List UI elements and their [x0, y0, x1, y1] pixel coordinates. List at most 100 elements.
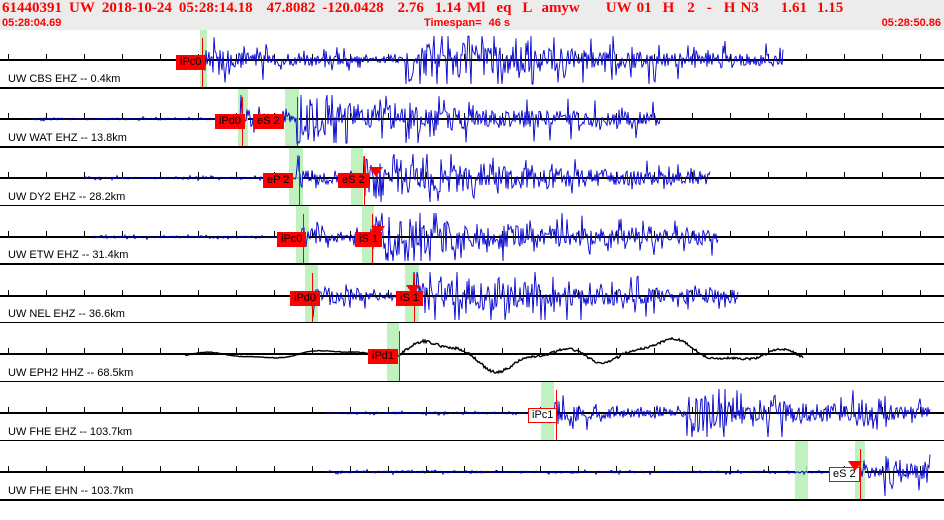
phase-pick-line[interactable] — [299, 156, 300, 205]
waveform — [93, 212, 719, 262]
channel-label: UW DY2 EHZ -- 28.2km — [8, 191, 126, 203]
trace-row[interactable]: iPc1 UW FHE EHZ -- 103.7km — [0, 382, 944, 442]
axis-tick — [236, 290, 237, 297]
axis-tick — [616, 290, 617, 297]
trace-row[interactable]: iPd0 eS 2 UW WAT EHZ -- 13.8km — [0, 89, 944, 148]
axis-tick — [806, 172, 807, 179]
amplitude-marker-triangle[interactable] — [406, 285, 420, 295]
phase-pick-label[interactable]: eS 2 — [253, 114, 284, 129]
timespan-value: 46 s — [488, 17, 511, 29]
phase-pick-label[interactable]: iPc1 — [528, 408, 558, 423]
waveform — [307, 271, 739, 321]
axis-tick — [464, 54, 465, 61]
axis-tick — [388, 113, 389, 120]
axis-tick — [616, 113, 617, 120]
phase-pick-line[interactable] — [399, 331, 400, 381]
header-bar: 61440391 UW 2018-10-24 05:28:14.18 47.80… — [0, 0, 944, 30]
axis-tick — [84, 231, 85, 238]
axis-tick — [426, 231, 427, 238]
amplitude-marker-triangle[interactable] — [371, 226, 385, 236]
axis-tick — [122, 466, 123, 473]
axis-tick — [692, 172, 693, 179]
axis-tick — [540, 54, 541, 61]
axis-tick — [920, 231, 921, 238]
dash-flag: - — [706, 0, 712, 16]
axis-tick — [920, 407, 921, 414]
phase-pick-line[interactable] — [297, 97, 298, 146]
h-flag: H — [662, 0, 675, 16]
phase-pick-label[interactable]: iPd0 — [215, 114, 246, 129]
axis-tick — [46, 54, 47, 61]
channel-label: UW EPH2 HHZ -- 68.5km — [8, 367, 134, 379]
axis-tick — [84, 172, 85, 179]
trace-row[interactable]: iPd1 UW EPH2 HHZ -- 68.5km — [0, 323, 944, 383]
phase-pick-label[interactable]: iPd1 — [368, 349, 399, 364]
version-number: 01 — [636, 0, 652, 16]
axis-tick — [122, 290, 123, 297]
axis-tick — [616, 54, 617, 61]
axis-tick — [540, 172, 541, 179]
waveform — [82, 153, 711, 203]
time-axis-line — [0, 177, 944, 179]
axis-tick — [806, 231, 807, 238]
phase-pick-label[interactable]: iPc0 — [176, 55, 206, 70]
axis-tick — [198, 113, 199, 120]
axis-tick — [122, 113, 123, 120]
trace-row[interactable]: iPc0 UW CBS EHZ -- 0.4km — [0, 30, 944, 89]
trace-row[interactable]: iPd0 iS 1 UW NEL EHZ -- 36.6km — [0, 265, 944, 324]
axis-tick — [46, 348, 47, 355]
trace-row[interactable]: iPc0 iS 1 UW ETW EHZ -- 31.4km — [0, 206, 944, 265]
axis-tick — [46, 407, 47, 414]
axis-tick — [236, 231, 237, 238]
axis-tick — [844, 113, 845, 120]
num-flag: 2 — [687, 0, 695, 16]
axis-tick — [312, 466, 313, 473]
axis-tick — [692, 466, 693, 473]
trace-row[interactable]: eS 2 UW FHE EHN -- 103.7km — [0, 441, 944, 501]
axis-tick — [8, 113, 9, 120]
waveform — [30, 94, 661, 145]
axis-tick — [882, 113, 883, 120]
axis-tick — [8, 407, 9, 414]
axis-tick — [502, 466, 503, 473]
axis-tick — [426, 172, 427, 179]
axis-tick — [578, 290, 579, 297]
axis-tick — [236, 466, 237, 473]
axis-tick — [654, 231, 655, 238]
latitude: 47.8082 — [266, 0, 316, 16]
axis-tick — [540, 290, 541, 297]
axis-tick — [464, 172, 465, 179]
amplitude-marker-triangle[interactable] — [369, 167, 383, 177]
axis-tick — [654, 172, 655, 179]
seismogram-panel[interactable]: iPc0 UW CBS EHZ -- 0.4km iPd0 eS 2 UW WAT EH… — [0, 30, 944, 520]
axis-tick — [312, 231, 313, 238]
axis-tick — [312, 54, 313, 61]
axis-tick — [730, 290, 731, 297]
axis-tick — [274, 407, 275, 414]
axis-tick — [882, 348, 883, 355]
channel-label: UW CBS EHZ -- 0.4km — [8, 73, 121, 85]
phase-pick-label[interactable]: iPc0 — [277, 232, 307, 247]
channel-label: UW NEL EHZ -- 36.6km — [8, 308, 125, 320]
amplitude-marker-triangle[interactable] — [848, 461, 862, 471]
phase-pick-line[interactable] — [860, 449, 861, 499]
axis-tick — [388, 290, 389, 297]
phase-pick-label[interactable]: eS 2 — [338, 173, 369, 188]
axis-tick — [236, 407, 237, 414]
axis-tick — [426, 290, 427, 297]
axis-tick — [122, 348, 123, 355]
axis-tick — [46, 113, 47, 120]
axis-tick — [46, 466, 47, 473]
axis-tick — [730, 466, 731, 473]
axis-tick — [46, 172, 47, 179]
axis-tick — [502, 348, 503, 355]
phase-pick-label[interactable]: iPd0 — [290, 291, 321, 306]
trace-row[interactable]: eP 2 eS 2 UW DY2 EHZ -- 28.2km — [0, 148, 944, 207]
trace-separator — [0, 499, 944, 501]
axis-tick — [730, 407, 731, 414]
axis-tick — [274, 348, 275, 355]
phase-pick-label[interactable]: eP 2 — [263, 173, 294, 188]
axis-tick — [274, 290, 275, 297]
axis-tick — [84, 113, 85, 120]
axis-tick — [388, 172, 389, 179]
